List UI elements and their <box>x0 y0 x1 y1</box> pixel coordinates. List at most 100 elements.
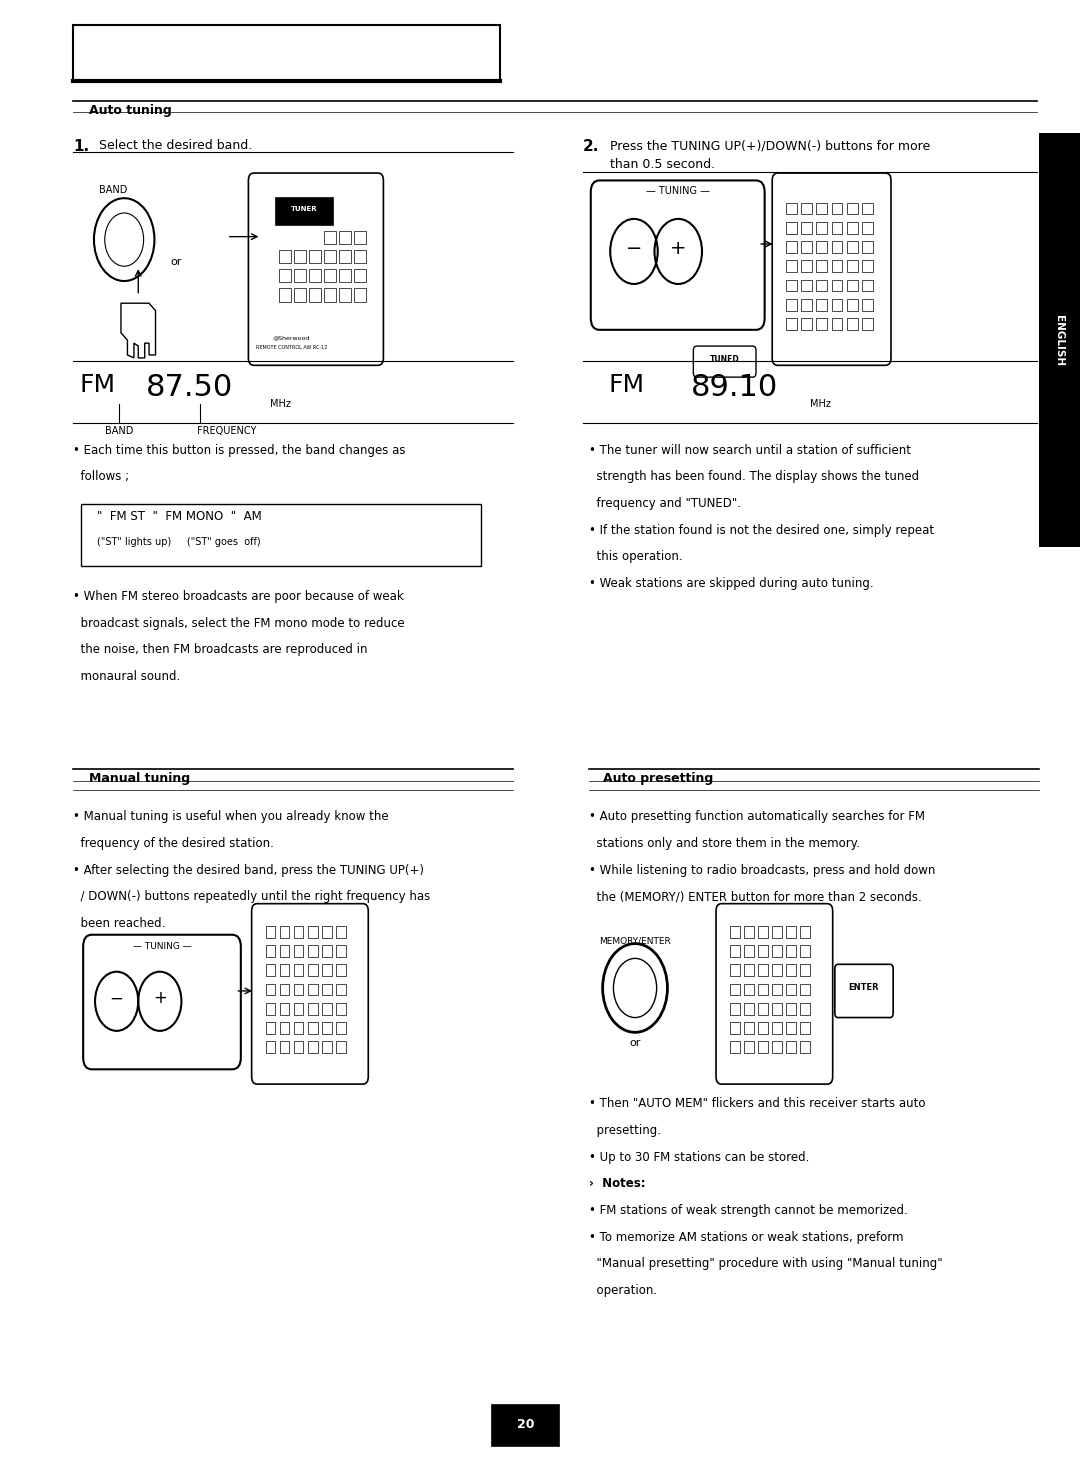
Bar <box>266 926 275 938</box>
Bar <box>294 288 306 302</box>
Text: ENGLISH: ENGLISH <box>1054 315 1065 365</box>
Text: the noise, then FM broadcasts are reproduced in: the noise, then FM broadcasts are reprod… <box>73 643 368 657</box>
Bar <box>801 280 812 291</box>
Bar <box>744 926 754 938</box>
Bar <box>280 926 289 938</box>
Bar <box>847 299 858 311</box>
Bar <box>786 945 796 957</box>
Bar <box>847 241 858 253</box>
Bar <box>786 1003 796 1015</box>
Bar <box>832 241 842 253</box>
Text: or: or <box>630 1038 640 1049</box>
Bar <box>730 984 740 995</box>
Text: • FM stations of weak strength cannot be memorized.: • FM stations of weak strength cannot be… <box>589 1204 907 1217</box>
Text: the (MEMORY/) ENTER button for more than 2 seconds.: the (MEMORY/) ENTER button for more than… <box>589 890 921 904</box>
Text: than 0.5 second.: than 0.5 second. <box>610 158 715 172</box>
Bar <box>336 945 346 957</box>
Bar <box>744 1022 754 1034</box>
Bar <box>801 299 812 311</box>
Text: • Up to 30 FM stations can be stored.: • Up to 30 FM stations can be stored. <box>589 1151 809 1164</box>
Text: +: + <box>153 989 166 1007</box>
Bar <box>847 280 858 291</box>
Bar <box>800 984 810 995</box>
Bar <box>324 231 336 244</box>
Text: • To memorize AM stations or weak stations, preform: • To memorize AM stations or weak statio… <box>589 1231 903 1244</box>
FancyBboxPatch shape <box>83 935 241 1069</box>
Bar <box>800 945 810 957</box>
Bar <box>280 945 289 957</box>
Bar <box>772 984 782 995</box>
Bar <box>786 964 796 976</box>
Text: frequency of the desired station.: frequency of the desired station. <box>73 837 274 850</box>
Bar <box>730 1003 740 1015</box>
Bar <box>280 1003 289 1015</box>
Bar <box>294 1041 303 1053</box>
Bar <box>308 984 318 995</box>
Bar <box>294 1003 303 1015</box>
Bar <box>772 964 782 976</box>
Bar <box>266 984 275 995</box>
Bar <box>339 288 351 302</box>
Bar <box>862 299 873 311</box>
Text: strength has been found. The display shows the tuned: strength has been found. The display sho… <box>589 470 919 484</box>
Bar <box>354 231 366 244</box>
Bar <box>280 1041 289 1053</box>
Bar <box>322 964 332 976</box>
Bar <box>832 260 842 272</box>
Text: • Each time this button is pressed, the band changes as: • Each time this button is pressed, the … <box>73 444 406 457</box>
Bar <box>786 260 797 272</box>
Bar <box>730 964 740 976</box>
Bar <box>336 964 346 976</box>
Text: • If the station found is not the desired one, simply repeat: • If the station found is not the desire… <box>589 524 934 537</box>
Text: or: or <box>171 257 181 268</box>
Bar <box>786 318 797 330</box>
Bar <box>758 945 768 957</box>
Bar <box>758 964 768 976</box>
Bar <box>801 222 812 234</box>
Bar <box>786 222 797 234</box>
Bar <box>800 1022 810 1034</box>
Bar <box>800 1041 810 1053</box>
Bar <box>339 231 351 244</box>
Bar <box>786 984 796 995</box>
Bar <box>800 926 810 938</box>
Bar <box>339 269 351 282</box>
Bar <box>322 945 332 957</box>
Bar <box>730 945 740 957</box>
Bar <box>786 241 797 253</box>
Bar <box>294 269 306 282</box>
Text: Manual tuning: Manual tuning <box>89 772 190 785</box>
Bar <box>81 504 481 566</box>
Text: presetting.: presetting. <box>589 1124 661 1137</box>
Text: MEMORY/ENTER: MEMORY/ENTER <box>599 936 671 945</box>
Bar <box>276 198 333 225</box>
Bar <box>832 203 842 214</box>
Bar <box>336 984 346 995</box>
Bar <box>744 1041 754 1053</box>
Bar <box>786 280 797 291</box>
Bar <box>816 260 827 272</box>
Bar <box>336 926 346 938</box>
Bar <box>279 269 291 282</box>
Bar <box>308 926 318 938</box>
Bar <box>322 926 332 938</box>
Bar <box>786 926 796 938</box>
Bar <box>786 299 797 311</box>
Bar <box>847 222 858 234</box>
Bar <box>266 964 275 976</box>
Text: • Then "AUTO MEM" flickers and this receiver starts auto: • Then "AUTO MEM" flickers and this rece… <box>589 1097 926 1111</box>
Bar <box>772 1022 782 1034</box>
Bar <box>354 288 366 302</box>
Text: — TUNING —: — TUNING — <box>133 942 191 951</box>
Text: monaural sound.: monaural sound. <box>73 670 180 683</box>
Text: Press the TUNING UP(+)/DOWN(-) buttons for more: Press the TUNING UP(+)/DOWN(-) buttons f… <box>610 139 931 152</box>
Bar <box>309 250 321 263</box>
FancyBboxPatch shape <box>716 904 833 1084</box>
FancyBboxPatch shape <box>772 173 891 365</box>
FancyBboxPatch shape <box>591 180 765 330</box>
Bar <box>308 1022 318 1034</box>
Bar <box>730 1041 740 1053</box>
Bar <box>324 250 336 263</box>
Text: TUNED: TUNED <box>710 355 740 364</box>
Bar <box>744 964 754 976</box>
